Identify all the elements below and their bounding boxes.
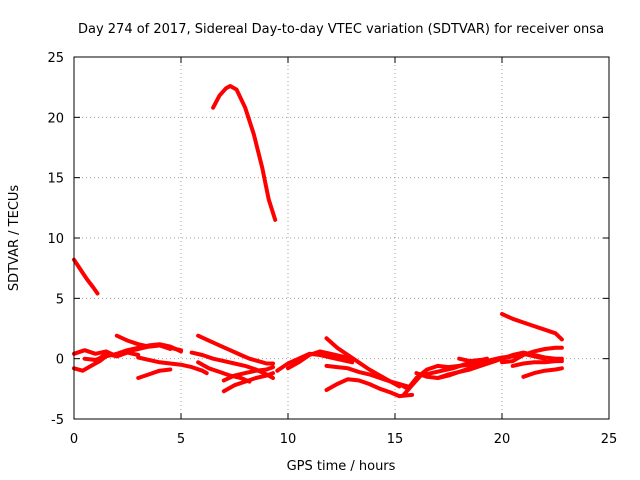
series-line-arc-19 bbox=[324, 363, 410, 389]
y-tick-label: 5 bbox=[56, 292, 64, 307]
series-line-arc-27 bbox=[510, 359, 564, 368]
y-tick-labels: -5 0 5 10 15 20 25 bbox=[47, 51, 64, 428]
y-tick-label: -5 bbox=[51, 413, 64, 428]
x-tick-label: 5 bbox=[177, 432, 185, 447]
series-line-arc-14 bbox=[221, 371, 275, 394]
series-line-arc-3 bbox=[500, 312, 564, 342]
series-line-arc-1 bbox=[72, 257, 100, 296]
series-line-arc-12 bbox=[196, 360, 252, 384]
y-tick-label: 10 bbox=[47, 232, 64, 247]
series-line-arc-8 bbox=[114, 333, 173, 351]
x-tick-label: 10 bbox=[280, 432, 297, 447]
series-line-arc-2 bbox=[211, 84, 278, 222]
y-axis-label: SDTVAR / TECUs bbox=[7, 185, 22, 292]
series-line-arc-20 bbox=[324, 377, 415, 399]
y-tick-label: 25 bbox=[47, 51, 64, 66]
x-tick-label: 25 bbox=[601, 432, 618, 447]
axis-ticks bbox=[73, 56, 610, 420]
series-line-arc-15 bbox=[221, 365, 275, 383]
x-tick-label: 15 bbox=[387, 432, 404, 447]
grid-lines bbox=[74, 57, 609, 419]
y-tick-label: 15 bbox=[47, 172, 64, 187]
x-axis-label: GPS time / hours bbox=[287, 459, 396, 474]
x-tick-label: 0 bbox=[70, 432, 78, 447]
series-line-arc-26 bbox=[500, 345, 564, 365]
series-line-arc-11 bbox=[189, 350, 275, 380]
series-line-arc-28 bbox=[521, 366, 564, 379]
series-line-arc-9 bbox=[136, 355, 209, 376]
series-line-arc-25 bbox=[457, 350, 564, 364]
series-line-arc-13 bbox=[196, 333, 275, 366]
series-line-arc-17 bbox=[286, 349, 355, 371]
series-group bbox=[72, 84, 564, 399]
x-tick-label: 20 bbox=[494, 432, 511, 447]
y-tick-label: 0 bbox=[56, 353, 64, 368]
x-tick-labels: 0 5 10 15 20 25 bbox=[70, 432, 617, 447]
chart-title: Day 274 of 2017, Sidereal Day-to-day VTE… bbox=[78, 22, 604, 37]
series-line-arc-10 bbox=[136, 367, 173, 380]
y-tick-label: 20 bbox=[47, 111, 64, 126]
